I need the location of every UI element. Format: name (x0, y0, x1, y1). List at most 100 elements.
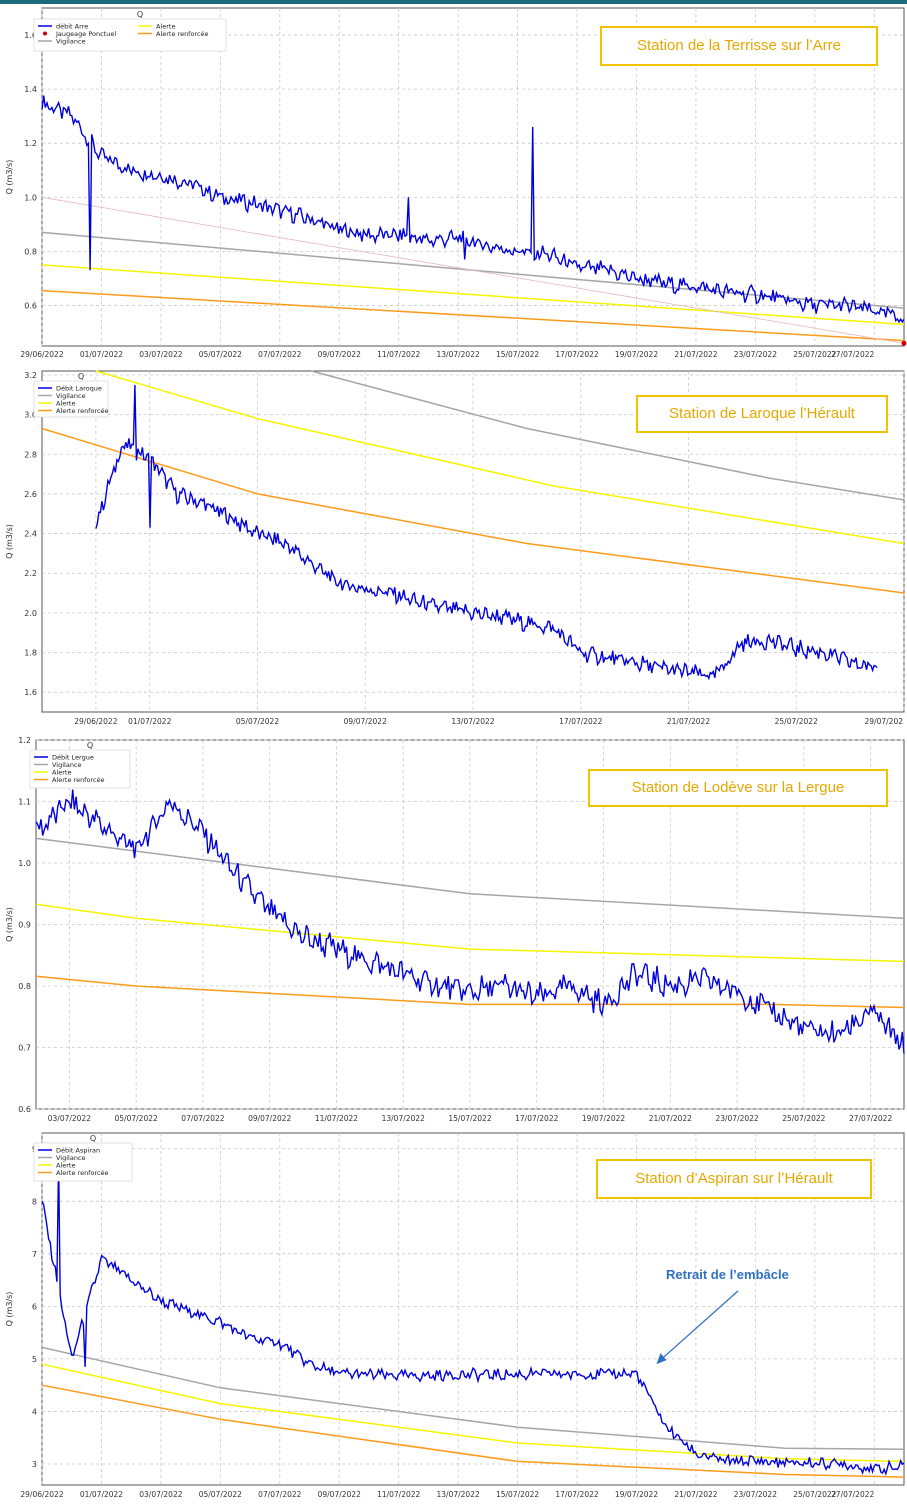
y-tick-label: 1.2 (24, 139, 37, 148)
legend-label: Alerte (56, 400, 75, 408)
x-tick-label: 01/07/2022 (80, 350, 123, 359)
legend-label: Alerte renforcée (52, 776, 105, 784)
legend-label: Jaugeage Ponctuel (55, 30, 116, 38)
y-tick-label: 3 (32, 1460, 37, 1469)
series-line-debit-lergue (35, 789, 905, 1054)
x-tick-label: 27/07/2022 (849, 1114, 892, 1123)
legend-label: Vigilance (52, 761, 82, 769)
legend-label: Débit Lergue (52, 754, 94, 762)
chart-panel-lodeve: 0.6 0.7 0.8 0.9 1.0 1.1 1.2 03/07/2022 05/07/202… (0, 736, 907, 1127)
series-line-alerte-renforcee (41, 427, 905, 594)
y-tick-label: 1.8 (24, 649, 37, 658)
y-tick-label: 0.9 (18, 921, 31, 930)
x-tick-label: 29/06/2022 (20, 1490, 63, 1499)
y-tick-label: 5 (32, 1355, 37, 1364)
x-tick-label: 07/07/2022 (258, 1490, 301, 1499)
point-jaugeage-ponctuel (901, 340, 907, 346)
x-tick-label: 23/07/2022 (715, 1114, 758, 1123)
x-tick-label: 15/07/2022 (448, 1114, 491, 1123)
series-line-debit-aspiran (41, 1159, 905, 1477)
legend-label: Vigilance (56, 392, 86, 400)
x-tick-label: 13/07/2022 (437, 350, 480, 359)
series-line-alerte-renforcee (41, 1384, 905, 1478)
y-tick-label: 2.8 (24, 450, 37, 459)
y-tick-label: 8 (32, 1197, 37, 1206)
legend-label: Alerte (156, 23, 175, 31)
x-tick-label: 25/07/2022 (775, 717, 818, 726)
x-tick-label: 13/07/2022 (451, 717, 494, 726)
x-tick-label: 07/07/2022 (258, 350, 301, 359)
chart-title: Q (137, 10, 143, 19)
chart-title: Q (78, 372, 84, 381)
x-tick-label: 03/07/2022 (139, 350, 182, 359)
x-tick-label: 15/07/2022 (496, 1490, 539, 1499)
x-tick-label: 29/07/202 (865, 717, 904, 726)
series-line-alerte (35, 903, 905, 963)
series-line-debit-arre (41, 95, 905, 324)
x-tick-label: 11/07/2022 (377, 350, 420, 359)
y-tick-label: 3.2 (24, 371, 37, 380)
y-tick-label: 1.0 (24, 193, 37, 202)
chart-title: Q (87, 741, 93, 750)
legend-label: Vigilance (56, 38, 86, 46)
legend-label: Alerte renforcée (56, 407, 109, 415)
station-label-terrisse: Station de la Terrisse sur l’Arre (600, 26, 878, 66)
series-line-vigilance (311, 370, 905, 501)
x-tick-label: 19/07/2022 (615, 350, 658, 359)
y-tick-label: 1.2 (18, 736, 31, 745)
station-label-lodeve: Station de Lodève sur la Lergue (588, 769, 888, 807)
y-tick-label: 0.6 (18, 1105, 31, 1114)
legend-label: Alerte renforcée (56, 1169, 109, 1177)
y-axis-label: Q (m3/s) (5, 907, 14, 942)
x-tick-label: 15/07/2022 (496, 350, 539, 359)
x-tick-label: 21/07/2022 (674, 350, 717, 359)
series-line-alerte (41, 1363, 905, 1463)
x-tick-label: 09/07/2022 (318, 350, 361, 359)
series-line-trend (41, 196, 905, 344)
series-line-alerte (95, 370, 905, 545)
x-tick-label: 11/07/2022 (377, 1490, 420, 1499)
x-tick-label: 05/07/2022 (199, 1490, 242, 1499)
x-tick-label: 21/07/2022 (674, 1490, 717, 1499)
series-line-debit-laroque (95, 384, 878, 681)
station-label-laroque: Station de Laroque l’Hérault (636, 395, 888, 433)
x-tick-label: 23/07/2022 (734, 1490, 777, 1499)
x-tick-label: 17/07/2022 (559, 717, 602, 726)
x-tick-label: 09/07/2022 (318, 1490, 361, 1499)
x-tick-label: 05/07/2022 (236, 717, 279, 726)
y-tick-label: 3.0 (24, 411, 37, 420)
legend-swatch (43, 31, 47, 36)
x-tick-label: 05/07/2022 (199, 350, 242, 359)
x-tick-label: 13/07/2022 (437, 1490, 480, 1499)
x-tick-label: 17/07/2022 (555, 350, 598, 359)
x-tick-label: 25/07/2022 (793, 1490, 836, 1499)
x-tick-label: 19/07/2022 (582, 1114, 625, 1123)
x-tick-label: 29/06/2022 (20, 350, 63, 359)
x-tick-label: 13/07/2022 (382, 1114, 425, 1123)
annotation-retrait-embacle: Retrait de l’embâcle (666, 1267, 789, 1282)
y-tick-label: 4 (32, 1407, 37, 1416)
top-accent-bar (0, 0, 907, 4)
x-tick-label: 25/07/2022 (793, 350, 836, 359)
y-tick-label: 0.6 (24, 301, 37, 310)
legend-label: Alerte (52, 769, 71, 777)
x-tick-label: 01/07/2022 (80, 1490, 123, 1499)
series-line-alerte-renforcee (41, 289, 905, 342)
series-line-alerte-renforcee (35, 975, 905, 1009)
legend-label: Alerte (56, 1162, 75, 1170)
x-tick-label: 25/07/2022 (782, 1114, 825, 1123)
y-axis-label: Q (m3/s) (5, 524, 14, 559)
x-tick-label: 27/07/2022 (831, 350, 874, 359)
y-tick-label: 1.6 (24, 688, 37, 697)
legend-label: Alerte renforcée (156, 30, 209, 38)
x-tick-label: 05/07/2022 (115, 1114, 158, 1123)
x-tick-label: 07/07/2022 (181, 1114, 224, 1123)
legend-box (33, 18, 227, 52)
y-tick-label: 7 (32, 1250, 37, 1259)
y-tick-label: 1.1 (18, 798, 31, 807)
legend-label: Vigilance (56, 1154, 86, 1162)
chart-panel-terrisse: 0.6 0.8 1.0 1.2 1.4 1.6 29/06/2022 01/07/2022 03… (0, 4, 907, 365)
x-tick-label: 19/07/2022 (615, 1490, 658, 1499)
y-axis-label: Q (m3/s) (5, 1292, 14, 1327)
y-tick-label: 1.4 (24, 85, 37, 94)
